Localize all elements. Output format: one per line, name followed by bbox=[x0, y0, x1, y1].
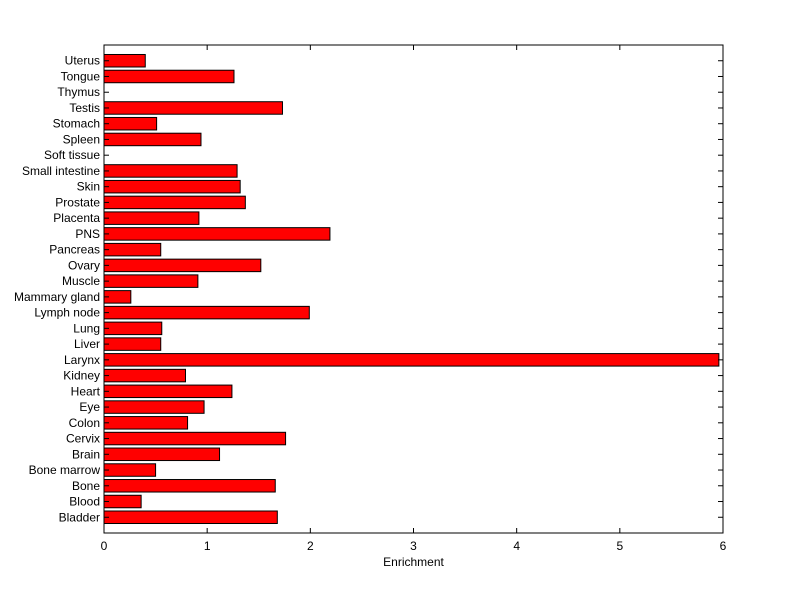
x-axis-label: Enrichment bbox=[383, 555, 444, 569]
bar-pancreas bbox=[103, 242, 162, 257]
x-tick-label: 0 bbox=[101, 539, 108, 553]
bar-larynx bbox=[103, 353, 720, 367]
bar-muscle bbox=[103, 274, 199, 288]
bar-lymph-node bbox=[103, 305, 310, 320]
bar-small-intestine bbox=[103, 164, 238, 178]
bar-colon bbox=[103, 416, 189, 430]
y-tick-label: Lymph node bbox=[34, 306, 100, 320]
y-tick-label: Mammary gland bbox=[14, 290, 100, 304]
bar-lung bbox=[103, 321, 163, 336]
bar-bone bbox=[103, 479, 276, 493]
y-tick-label: Skin bbox=[77, 180, 100, 194]
bar-liver bbox=[103, 337, 162, 351]
y-tick-label: Small intestine bbox=[22, 164, 100, 178]
bar-stomach bbox=[103, 116, 158, 131]
bar-bone-marrow bbox=[103, 463, 157, 477]
x-tick-label: 1 bbox=[204, 539, 211, 553]
y-tick-label: Bladder bbox=[59, 510, 100, 524]
y-tick-label: Prostate bbox=[55, 195, 100, 209]
bar-uterus bbox=[103, 53, 146, 68]
plot-frame bbox=[103, 44, 724, 534]
y-tick-label: Blood bbox=[69, 495, 100, 509]
y-tick-label: Brain bbox=[72, 447, 100, 461]
bar-pns bbox=[103, 227, 331, 241]
y-tick-label: Testis bbox=[69, 101, 100, 115]
y-tick-label: Stomach bbox=[53, 117, 100, 131]
y-tick-label: Spleen bbox=[63, 132, 100, 146]
bar-placenta bbox=[103, 211, 200, 225]
y-tick-label: Soft tissue bbox=[44, 148, 100, 162]
y-tick-label: Lung bbox=[73, 321, 100, 335]
y-tick-label: Tongue bbox=[61, 69, 101, 83]
bar-eye bbox=[103, 400, 205, 414]
y-tick-label: Eye bbox=[79, 400, 100, 414]
y-tick-label: Thymus bbox=[57, 85, 100, 99]
bar-testis bbox=[103, 101, 283, 115]
y-tick-label: PNS bbox=[75, 227, 100, 241]
x-tick-label: 4 bbox=[513, 539, 520, 553]
bar-prostate bbox=[103, 195, 246, 210]
y-tick-label: Placenta bbox=[53, 211, 100, 225]
bar-blood bbox=[103, 494, 142, 509]
y-tick-label: Liver bbox=[74, 337, 100, 351]
y-tick-label: Pancreas bbox=[49, 243, 100, 257]
x-tick-label: 3 bbox=[410, 539, 417, 553]
bar-skin bbox=[103, 179, 241, 194]
y-tick-label: Bone bbox=[72, 479, 100, 493]
bar-heart bbox=[103, 384, 233, 399]
y-tick-label: Colon bbox=[69, 416, 100, 430]
y-tick-label: Uterus bbox=[65, 54, 100, 68]
bar-spleen bbox=[103, 132, 202, 147]
y-tick-label: Ovary bbox=[68, 258, 100, 272]
y-tick-label: Cervix bbox=[66, 432, 100, 446]
bar-ovary bbox=[103, 258, 262, 273]
bar-bladder bbox=[103, 510, 278, 525]
y-tick-label: Larynx bbox=[64, 353, 100, 367]
bar-tongue bbox=[103, 69, 235, 84]
y-tick-label: Bone marrow bbox=[29, 463, 101, 477]
y-tick-label: Muscle bbox=[62, 274, 100, 288]
bar-brain bbox=[103, 447, 221, 462]
y-tick-label: Kidney bbox=[63, 369, 100, 383]
x-tick-label: 2 bbox=[307, 539, 314, 553]
bar-cervix bbox=[103, 431, 287, 446]
x-tick-labels: 0 1 2 3 4 5 6 bbox=[101, 539, 727, 553]
bar-kidney bbox=[103, 368, 187, 383]
x-tick-label: 5 bbox=[616, 539, 623, 553]
y-tick-label: Heart bbox=[71, 384, 101, 398]
x-tick-label: 6 bbox=[720, 539, 727, 553]
